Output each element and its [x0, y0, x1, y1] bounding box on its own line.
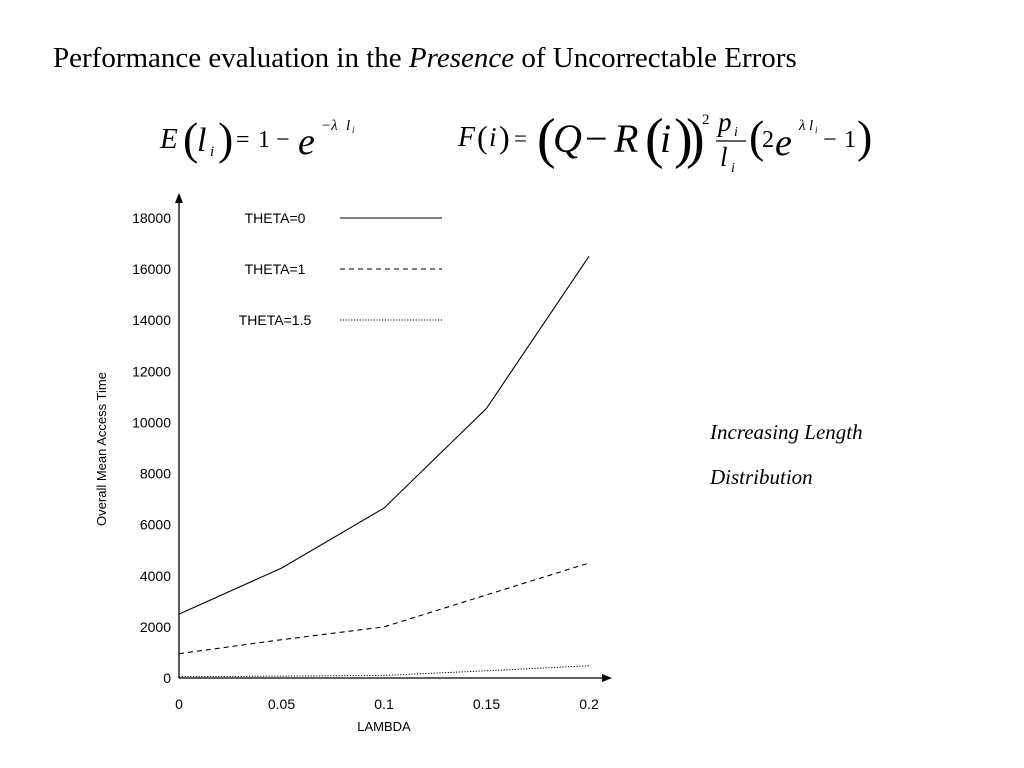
formula-f-outer-open-paren: (: [537, 108, 556, 170]
y-tick-label: 6000: [140, 517, 171, 533]
formula-f-numerator: p: [716, 107, 732, 137]
formula-e-one: 1: [258, 127, 270, 153]
formula-e-var: l: [197, 122, 206, 159]
y-tick-label: 8000: [140, 466, 171, 482]
formula-f-r: R: [613, 116, 638, 161]
y-tick-label: 12000: [132, 363, 171, 379]
formula-f-minus: −: [585, 116, 608, 161]
formula-f-numerator-sub: i: [734, 125, 738, 140]
legend-label: THETA=1: [245, 261, 306, 277]
formula-f-tail-one: 1: [844, 127, 856, 153]
formula-e-close-paren: ): [218, 113, 233, 164]
x-tick-label: 0.1: [374, 696, 394, 712]
formula-e-equals: =: [236, 127, 250, 153]
y-axis-arrow: [175, 193, 183, 203]
formula-f-inner-open-paren: (: [645, 108, 664, 170]
series-line-2: [178, 562, 590, 655]
chart-ticks: 0 2000 4000 6000 8000 10000 12000 14000 16000 180…: [132, 210, 599, 712]
formula-e-exponent-sub: i: [352, 125, 355, 135]
formula-f-exponent-sub: i: [815, 125, 818, 135]
series-line-3: [178, 665, 590, 678]
formula-f-arg: i: [489, 122, 497, 152]
y-tick-label: 4000: [140, 568, 171, 584]
formula-f-fn: F: [457, 122, 476, 153]
formula-e-fn: E: [159, 123, 178, 155]
legend-label: THETA=1.5: [239, 312, 312, 328]
formula-f-r-arg: i: [660, 116, 671, 161]
y-tick-label: 14000: [132, 312, 171, 328]
chart-series: [178, 255, 590, 678]
formula-f-tail-open-paren: (: [749, 111, 764, 162]
y-axis-title: Overall Mean Access Time: [94, 372, 109, 526]
legend-label: THETA=0: [245, 210, 306, 226]
x-axis-arrow: [602, 674, 612, 682]
formula-f: F ( i ) = ( Q − R ( i ) ) 2 p i l i ( 2 …: [457, 107, 872, 176]
slide-title-emphasis: Presence: [408, 42, 515, 74]
formula-e-sub: i: [210, 144, 214, 160]
chart-axes: [175, 193, 612, 682]
formula-f-open-paren: (: [477, 119, 488, 155]
x-tick-label: 0.05: [268, 696, 295, 712]
formula-f-inner-close-paren: ): [674, 108, 693, 170]
formula-f-equals: =: [514, 126, 527, 151]
formula-e-base: e: [298, 121, 315, 163]
note-line-2: Distribution: [710, 465, 813, 489]
formula-e-exponent-var: l: [346, 118, 350, 134]
formulas: E ( l i ) = 1 − e −λ l i F ( i ) = ( Q −…: [159, 107, 872, 176]
formula-f-power: 2: [702, 112, 710, 128]
x-tick-label: 0.15: [473, 696, 500, 712]
formula-f-denominator-sub: i: [731, 161, 735, 176]
x-tick-label: 0.2: [579, 696, 599, 712]
y-tick-label: 16000: [132, 261, 171, 277]
x-axis-title: LAMBDA: [357, 719, 411, 734]
formula-e-minus: −: [276, 127, 290, 153]
note-line-1: Increasing Length: [710, 420, 863, 444]
formula-f-q: Q: [553, 116, 582, 161]
formula-f-exponent: λ: [798, 118, 806, 134]
y-tick-label: 2000: [140, 619, 171, 635]
formula-f-outer-close-paren: ): [686, 108, 705, 170]
formula-f-exponent-var: l: [809, 118, 813, 134]
formula-e-open-paren: (: [183, 113, 198, 164]
formula-f-tail-minus: −: [823, 127, 837, 153]
series-line-1: [178, 255, 590, 615]
formula-f-base: e: [775, 122, 792, 164]
slide-title-end: of Uncorrectable Errors: [514, 42, 797, 74]
slide-title-start: Performance evaluation in the: [53, 42, 409, 74]
formula-f-tail-close-paren: ): [857, 111, 872, 162]
x-tick-label: 0: [175, 696, 183, 712]
formula-f-two: 2: [762, 127, 774, 153]
formula-e-exponent: −λ: [321, 118, 338, 134]
formula-f-denominator: l: [720, 142, 728, 172]
chart-legend: THETA=0 THETA=1 THETA=1.5: [239, 210, 442, 328]
y-tick-label: 18000: [132, 210, 171, 226]
formula-f-close-paren: ): [499, 119, 510, 155]
y-tick-label: 0: [163, 670, 171, 686]
slide-title: Performance evaluation in the Presence o…: [53, 42, 797, 75]
formula-e: E ( l i ) = 1 − e −λ l i: [159, 113, 355, 164]
y-tick-label: 10000: [132, 414, 171, 430]
